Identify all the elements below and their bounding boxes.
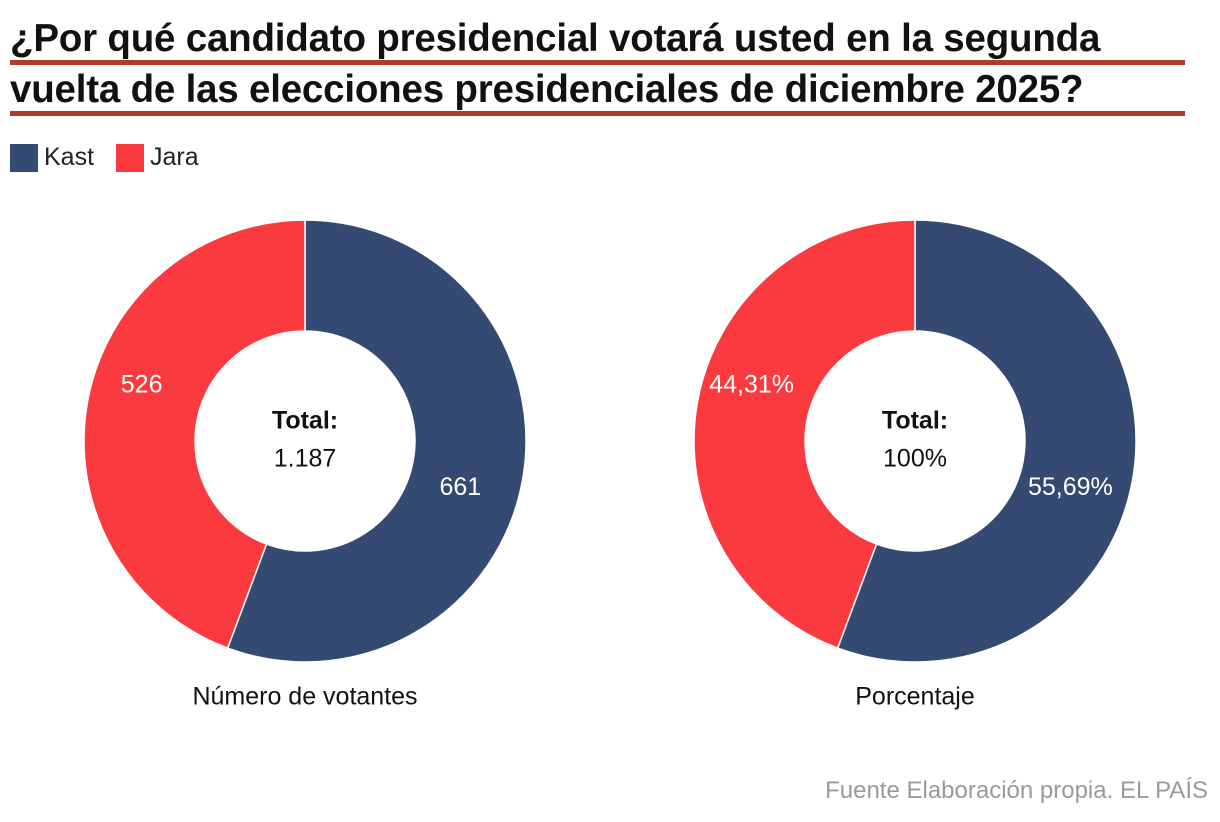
center-label-1: Total: xyxy=(272,407,338,435)
data-label-kast-1: 661 xyxy=(440,473,482,501)
slice-kast-2 xyxy=(836,219,1137,663)
center-value-2: 100% xyxy=(883,445,947,473)
slice-jara-2 xyxy=(693,219,916,649)
legend-item-jara: Jara xyxy=(116,143,199,172)
legend-label-jara: Jara xyxy=(150,143,199,171)
data-label-jara-2: 44,31% xyxy=(709,370,794,398)
title-line-2: vuelta de las elecciones presidenciales … xyxy=(10,65,1185,116)
data-label-kast-2: 55,69% xyxy=(1028,473,1113,501)
legend-swatch-jara xyxy=(116,143,145,172)
legend: Kast Jara xyxy=(10,143,221,172)
chart-title: ¿Por qué candidato presidencial votará u… xyxy=(10,14,1185,116)
slice-jara-1 xyxy=(83,219,306,650)
center-label-2: Total: xyxy=(882,407,948,435)
legend-label-kast: Kast xyxy=(44,143,95,171)
legend-swatch-kast xyxy=(10,143,38,172)
center-value-1: 1.187 xyxy=(274,445,337,473)
slice-kast-1 xyxy=(226,219,527,663)
title-line-1: ¿Por qué candidato presidencial votará u… xyxy=(10,14,1185,65)
legend-item-kast: Kast xyxy=(10,143,94,172)
data-label-jara-1: 526 xyxy=(121,370,163,398)
chart-subtitle-1: Número de votantes xyxy=(192,683,417,711)
chart-subtitle-2: Porcentaje xyxy=(855,683,975,711)
source-footer: Fuente Elaboración propia. EL PAÍS xyxy=(825,777,1208,804)
